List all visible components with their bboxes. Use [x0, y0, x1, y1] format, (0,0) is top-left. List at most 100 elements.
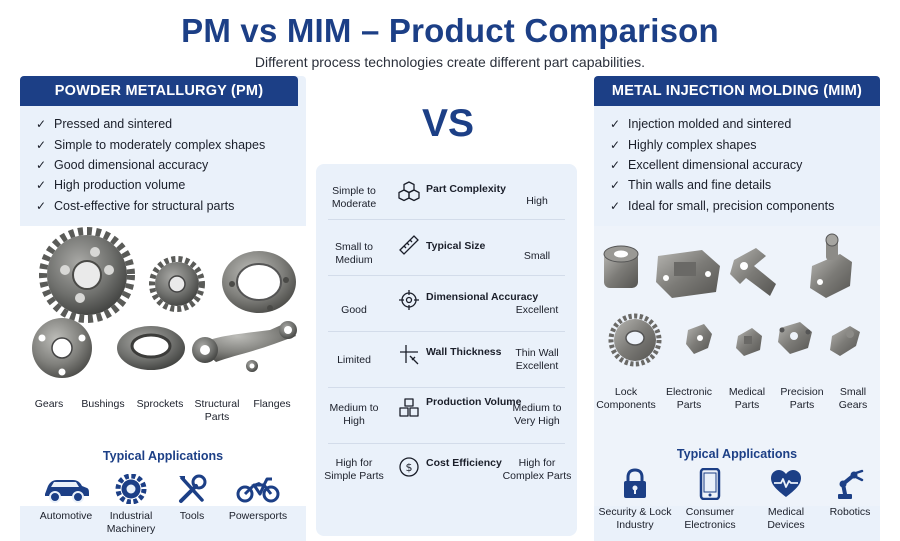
check-icon: ✓ — [36, 117, 47, 132]
ruler-icon — [399, 235, 419, 255]
metric-label: Wall Thickness — [426, 346, 502, 358]
vs-label: VS — [421, 102, 475, 145]
mim-value: Small — [523, 250, 551, 262]
mim-app-electronics: Consumer Electronics — [672, 468, 748, 532]
part-label: Electronic Parts — [665, 386, 713, 411]
list-item: ✓ Injection molded and sintered — [610, 117, 792, 132]
mim-parts-photo: Lock Components Electronic Parts Medical… — [594, 226, 880, 506]
pm-app-automotive: Automotive — [34, 474, 98, 536]
part-label: Sprockets — [136, 398, 184, 410]
medical-part-image — [730, 248, 776, 296]
mim-applications: Security & Lock Industry Consumer Electr… — [598, 468, 876, 532]
mim-value: Thin Wall Excellent — [515, 347, 559, 372]
mim-value: High — [526, 195, 548, 207]
structural-part-image — [192, 321, 297, 372]
pm-value: Limited — [337, 354, 371, 366]
app-label: Industrial Machinery — [106, 510, 156, 535]
app-label: Robotics — [829, 506, 871, 518]
mim-panel: METAL INJECTION MOLDING (MIM) ✓ Injection… — [594, 76, 880, 541]
pm-part-labels: Gears Bushings Sprockets Structural Part… — [20, 398, 306, 424]
part-label: Flanges — [253, 398, 291, 410]
thickness-icon — [400, 345, 419, 365]
table-row: Small to Medium Typical Size Small — [316, 222, 577, 276]
check-icon: ✓ — [36, 198, 47, 213]
lock-icon — [624, 468, 646, 498]
list-item: ✓ Cost-effective for structural parts — [36, 198, 235, 213]
part-label: Precision Parts — [780, 386, 824, 411]
app-label: Automotive — [39, 510, 93, 522]
mim-app-medical: Medical Devices — [748, 468, 824, 532]
mim-panel-title: METAL INJECTION MOLDING (MIM) — [594, 76, 880, 106]
list-item: ✓ Simple to moderately complex shapes — [36, 137, 266, 152]
check-icon: ✓ — [36, 157, 47, 172]
pm-value: Small to Medium — [335, 241, 373, 266]
mim-part-labels: Lock Components Electronic Parts Medical… — [594, 386, 880, 412]
app-label: Medical Devices — [767, 506, 805, 531]
app-label: Tools — [179, 510, 205, 522]
gear-icon — [115, 474, 147, 504]
pm-app-powersports: Powersports — [220, 474, 296, 536]
table-row: Medium to High Production Volume Medium … — [316, 390, 577, 444]
list-item: ✓ High production volume — [36, 178, 186, 193]
small-part-image — [736, 328, 762, 356]
pm-value: Medium to High — [329, 402, 379, 427]
pm-value: Simple to Moderate — [331, 185, 377, 210]
mim-value: High for Complex Parts — [502, 457, 572, 482]
pm-applications-title: Typical Applications — [102, 449, 224, 463]
pm-app-tools: Tools — [164, 474, 220, 536]
small-part-image — [830, 326, 860, 356]
check-icon: ✓ — [36, 137, 47, 152]
car-icon — [45, 480, 89, 503]
metric-label: Cost Efficiency — [426, 457, 502, 469]
phone-icon — [699, 468, 721, 500]
dollar-icon: $ — [399, 457, 419, 477]
pm-applications: Automotive Industrial Machinery Tools — [34, 474, 296, 536]
pm-panel-title: POWDER METALLURGY (PM) — [20, 76, 298, 106]
metric-label: Part Complexity — [426, 183, 506, 195]
cubes-icon — [398, 181, 420, 202]
list-item: ✓ Excellent dimensional accuracy — [610, 157, 803, 172]
mim-parts-illustration — [603, 233, 860, 367]
metric-label: Typical Size — [426, 240, 486, 252]
motorcycle-icon — [236, 477, 280, 503]
check-icon: ✓ — [610, 178, 621, 193]
mim-app-robotics: Robotics — [824, 468, 876, 532]
metric-label: Dimensional Accuracy — [426, 291, 539, 303]
list-item: ✓ Ideal for small, precision components — [610, 198, 835, 213]
small-part-image — [778, 322, 812, 354]
app-label: Security & Lock Industry — [598, 506, 672, 531]
bushing-part-image — [32, 318, 92, 378]
check-icon: ✓ — [610, 198, 621, 213]
check-icon: ✓ — [610, 137, 621, 152]
metric-label: Production Volume — [426, 396, 522, 408]
part-label: Small Gears — [838, 386, 868, 411]
small-gear-image — [608, 313, 662, 367]
list-item: ✓ Highly complex shapes — [610, 137, 757, 152]
mim-value: Medium to Very High — [512, 402, 562, 427]
pm-feature-list: ✓ Pressed and sintered ✓ Simple to moderat… — [20, 106, 306, 216]
gear-part-image — [39, 227, 135, 323]
washer-part-image — [117, 326, 185, 370]
list-item: ✓ Thin walls and fine details — [610, 178, 772, 193]
pm-parts-photo: Gears Bushings Sprockets Structural Part… — [20, 226, 306, 506]
page-title: PM vs MIM – Product Comparison — [181, 12, 719, 49]
heart-icon — [771, 470, 801, 497]
part-label: Medical Parts — [728, 386, 766, 411]
electronic-part-image — [656, 250, 720, 298]
mim-app-security: Security & Lock Industry — [598, 468, 672, 532]
check-icon: ✓ — [36, 178, 47, 193]
page-subtitle: Different process technologies create di… — [254, 54, 646, 70]
check-icon: ✓ — [610, 157, 621, 172]
part-label: Gears — [34, 398, 64, 410]
boxes-icon — [399, 398, 419, 417]
part-label: Bushings — [81, 398, 125, 410]
table-row: High for Simple Parts $ Cost Efficiency … — [316, 446, 577, 500]
mim-feature-list: ✓ Injection molded and sintered ✓ Highly c… — [594, 106, 880, 216]
pm-value: Good — [341, 304, 367, 316]
table-row: Limited Wall Thickness Thin Wall Excelle… — [316, 334, 577, 388]
crosshair-icon — [399, 290, 419, 310]
pm-value: High for Simple Parts — [324, 457, 384, 482]
part-label: Lock Components — [596, 386, 656, 411]
table-row: Good Dimensional Accuracy Excellent — [316, 278, 577, 332]
app-label: Consumer Electronics — [684, 506, 736, 531]
